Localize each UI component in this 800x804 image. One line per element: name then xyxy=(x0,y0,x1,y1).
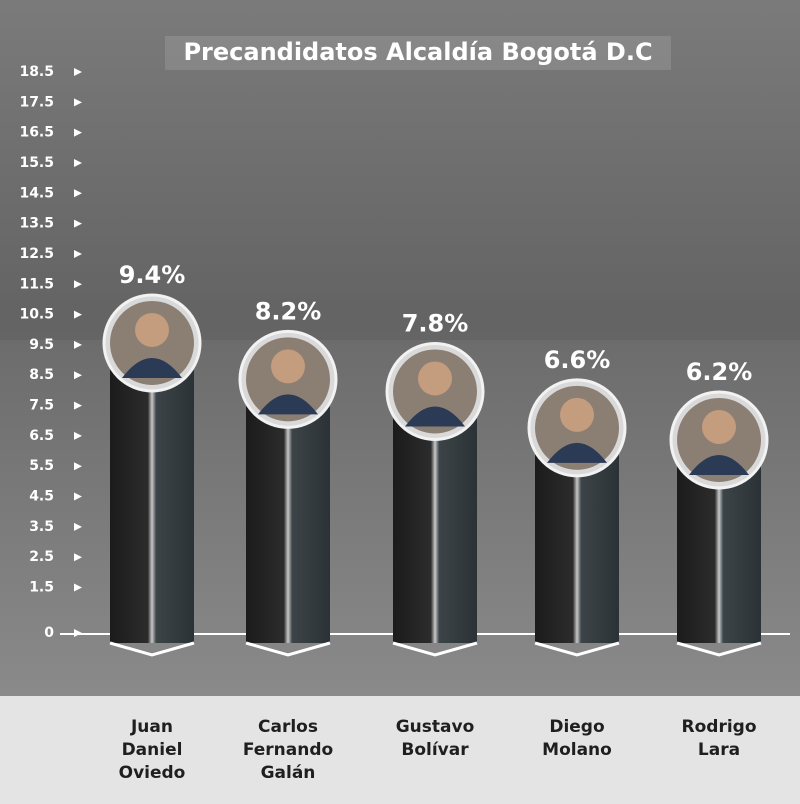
tick-mark xyxy=(74,401,82,410)
y-tick-label: 18.5 xyxy=(19,64,54,80)
bar-base xyxy=(676,641,762,657)
y-tick-label: 15.5 xyxy=(19,155,54,171)
photo-body xyxy=(122,357,182,378)
photo-head xyxy=(271,349,305,384)
y-tick-label: 3.5 xyxy=(29,519,54,535)
x-tick-label: Rodrigo Lara xyxy=(681,717,757,760)
photo-body xyxy=(689,454,749,475)
y-tick-label: 12.5 xyxy=(19,246,54,262)
photo-head xyxy=(560,397,594,432)
y-tick-label: 16.5 xyxy=(19,125,54,141)
bar xyxy=(110,347,194,643)
tick-mark xyxy=(74,98,82,107)
y-tick-label: 6.5 xyxy=(29,428,54,444)
tick-mark xyxy=(74,189,82,198)
photo-body xyxy=(258,394,318,415)
x-tick-label: Gustavo Bolívar xyxy=(395,717,475,760)
building xyxy=(0,0,800,340)
x-tick-label: Juan Daniel Oviedo xyxy=(118,717,186,783)
bar-base xyxy=(392,641,478,657)
x-tick-label: Carlos Fernando Galán xyxy=(242,717,334,783)
y-tick-label: 14.5 xyxy=(19,185,54,201)
tick-mark xyxy=(74,462,82,471)
tick-mark xyxy=(74,158,82,167)
chart-title: Precandidatos Alcaldía Bogotá D.C xyxy=(183,38,652,66)
y-tick-label: 7.5 xyxy=(29,398,54,414)
value-label: 6.2% xyxy=(686,358,753,386)
value-label: 6.6% xyxy=(544,346,611,374)
bar-base xyxy=(109,641,195,657)
tick-mark xyxy=(74,340,82,349)
y-tick-label: 2.5 xyxy=(29,549,54,565)
tick-mark xyxy=(74,219,82,228)
photo-head xyxy=(135,312,169,347)
y-tick-label: 11.5 xyxy=(19,276,54,292)
y-tick-label: 8.5 xyxy=(29,367,54,383)
tick-mark xyxy=(74,310,82,319)
photo-body xyxy=(547,442,607,463)
value-label: 8.2% xyxy=(255,297,322,325)
title-box xyxy=(165,36,671,70)
y-tick-label: 4.5 xyxy=(29,489,54,505)
tick-mark xyxy=(74,583,82,592)
photo-body xyxy=(405,406,465,427)
tick-mark xyxy=(74,492,82,501)
photo-head xyxy=(418,361,452,396)
tick-mark xyxy=(74,128,82,137)
bar-base xyxy=(245,641,331,657)
tick-mark xyxy=(74,68,82,76)
value-label: 7.8% xyxy=(402,309,469,337)
tick-mark xyxy=(74,553,82,562)
x-tick-label: Diego Molano xyxy=(542,717,612,760)
y-tick-label: 17.5 xyxy=(19,94,54,110)
photo-head xyxy=(702,409,736,444)
tick-mark xyxy=(74,371,82,380)
y-tick-label: 10.5 xyxy=(19,307,54,323)
y-tick-label: 5.5 xyxy=(29,458,54,474)
value-label: 9.4% xyxy=(119,261,186,289)
y-tick-label: 1.5 xyxy=(29,580,54,596)
tick-mark xyxy=(74,280,82,289)
tick-mark xyxy=(74,522,82,531)
bar-base xyxy=(534,641,620,657)
y-tick-label: 0 xyxy=(44,625,54,641)
tick-mark xyxy=(74,629,82,637)
tick-mark xyxy=(74,431,82,440)
tick-mark xyxy=(74,249,82,258)
y-tick-label: 9.5 xyxy=(29,337,54,353)
y-tick-label: 13.5 xyxy=(19,216,54,232)
